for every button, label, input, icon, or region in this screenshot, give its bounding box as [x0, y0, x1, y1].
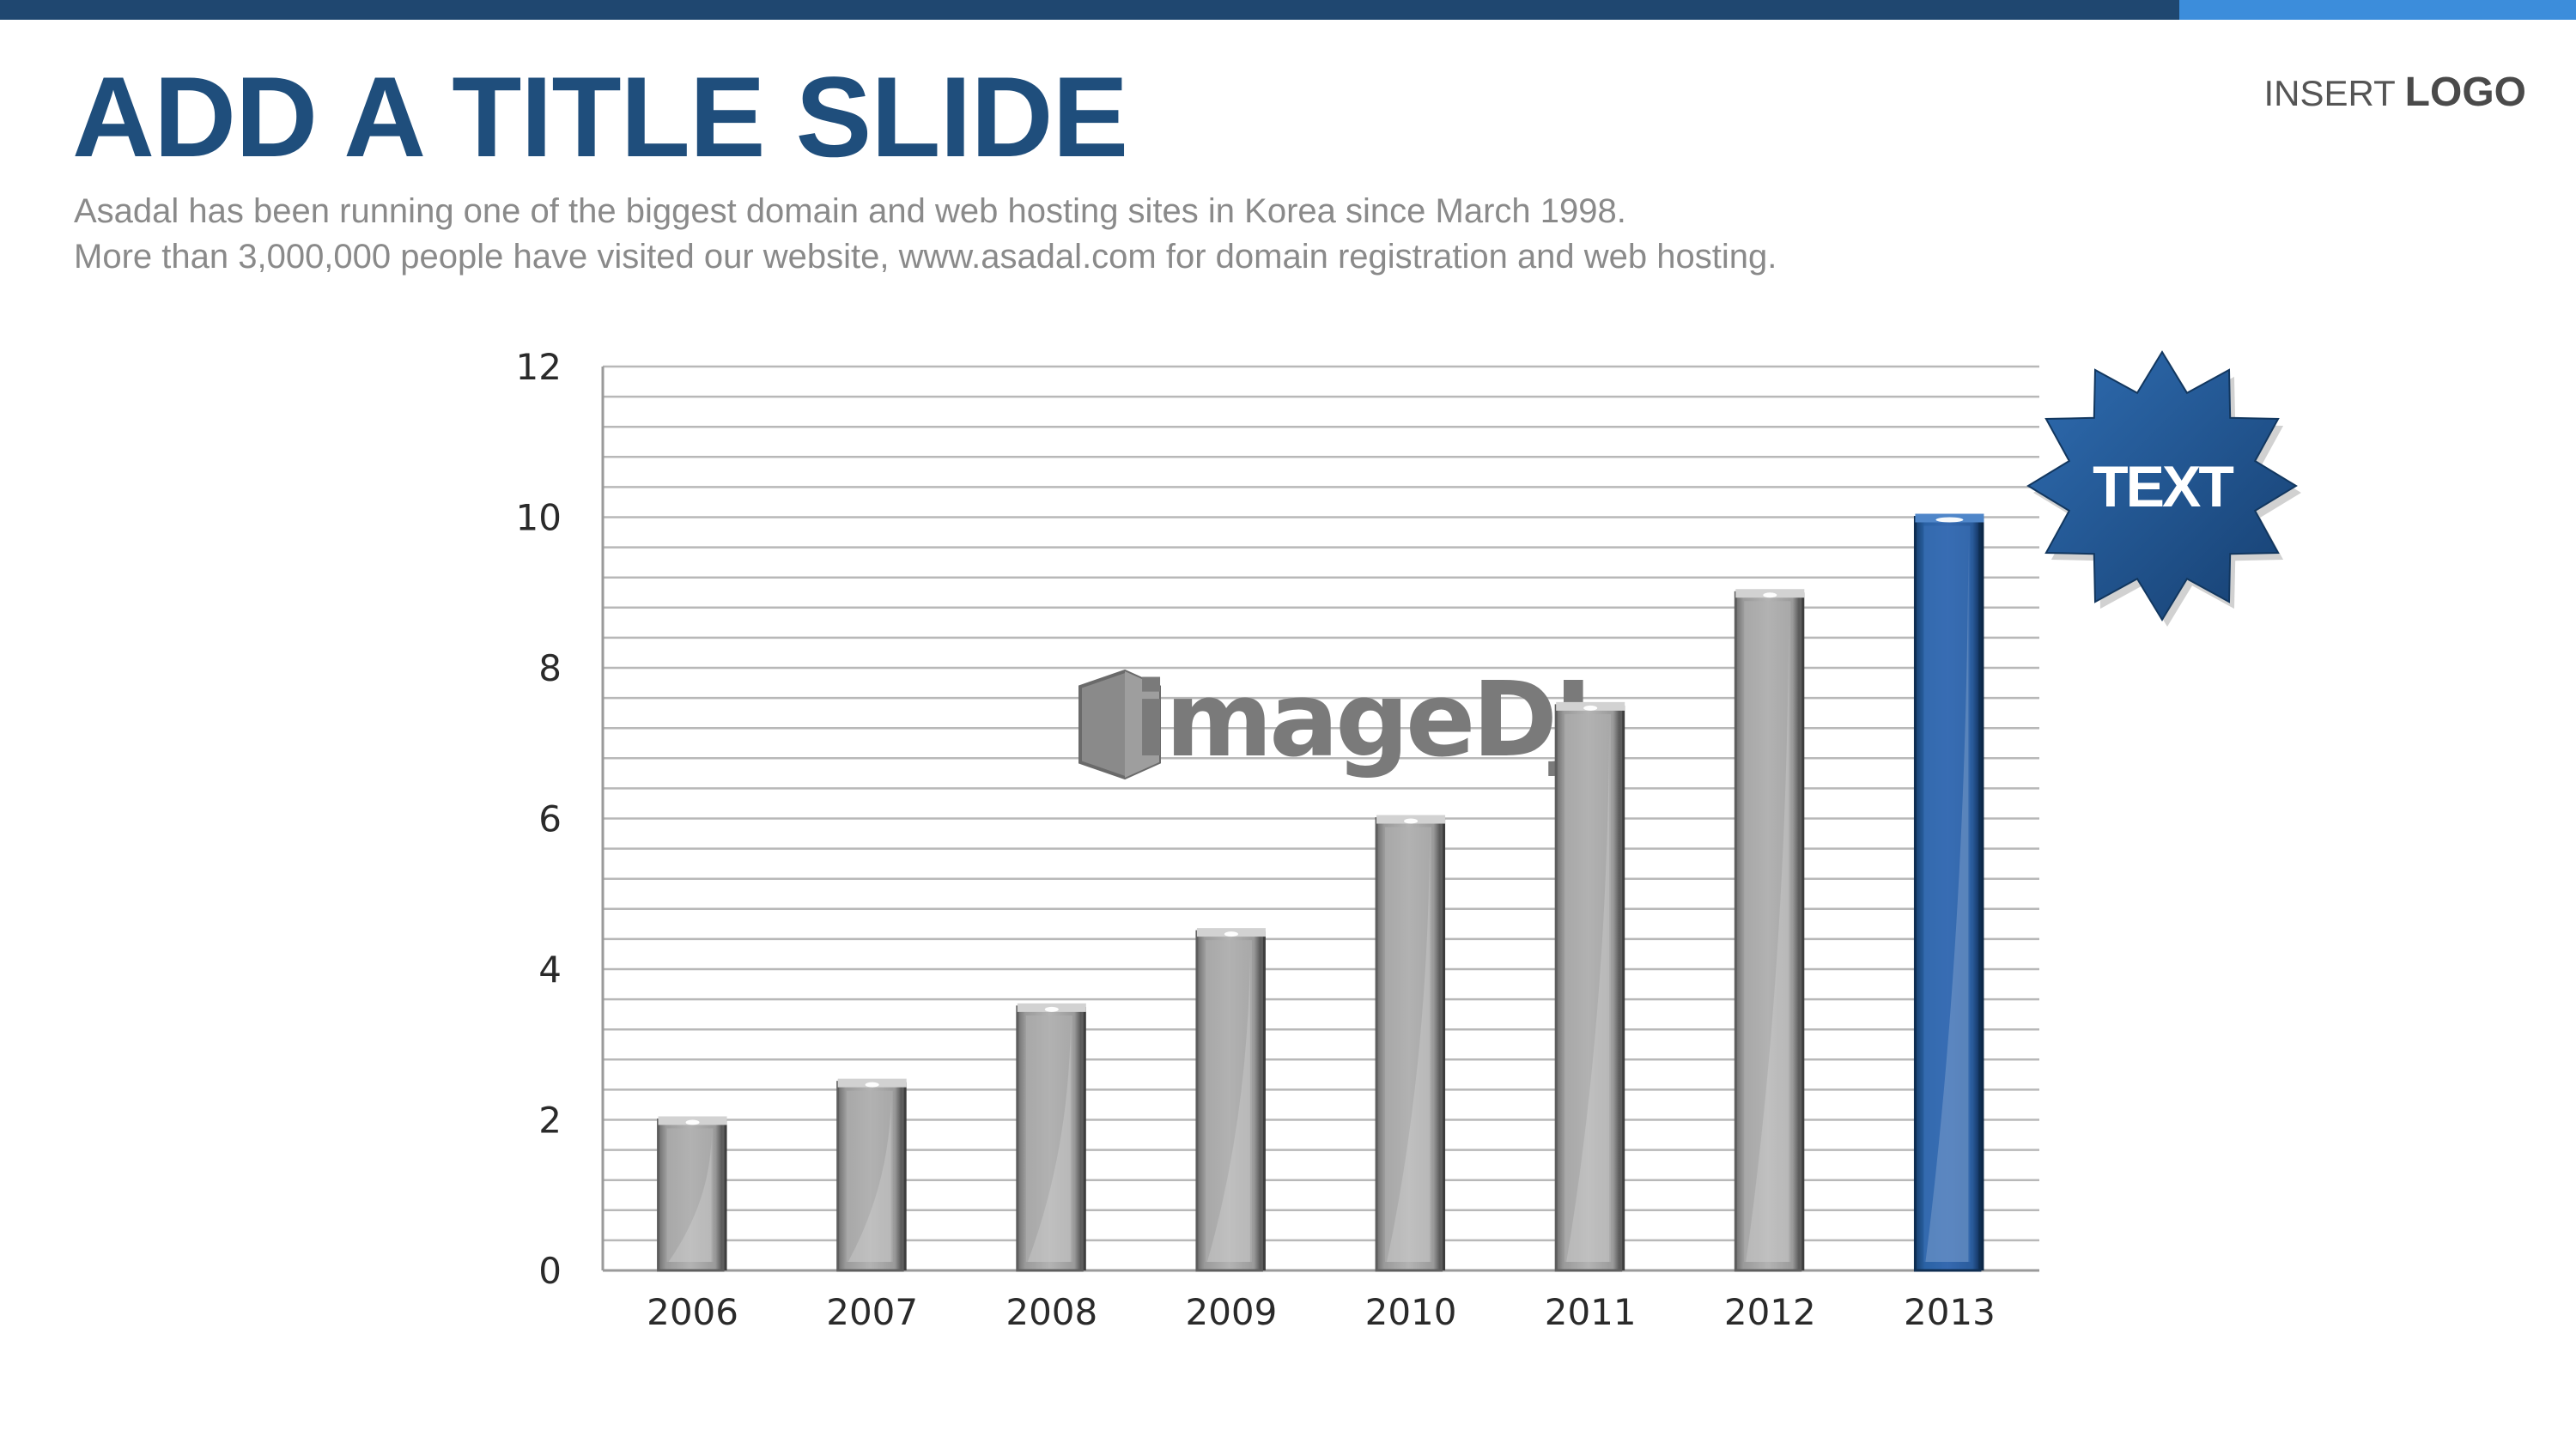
bar-bevel — [846, 1090, 893, 1262]
logo-prefix: INSERT — [2263, 73, 2396, 113]
starburst-badge-shape — [2026, 350, 2298, 621]
bar-gloss — [668, 1137, 712, 1262]
bar-sparkle — [1224, 931, 1238, 937]
x-tick-label: 2011 — [1545, 1291, 1637, 1333]
text-badge[interactable]: TEXT — [2026, 350, 2301, 627]
watermark: imageDJ — [1078, 661, 1593, 780]
y-axis-ticks: 0 2 4 6 8 10 12 — [516, 346, 562, 1292]
bar-gloss — [1387, 835, 1431, 1262]
watermark-text: imageDJ — [1133, 661, 1589, 780]
bar-gloss — [1206, 949, 1250, 1262]
logo-strong: LOGO — [2404, 70, 2526, 115]
y-tick-label: 12 — [516, 346, 562, 388]
bar-bevel — [1205, 940, 1252, 1262]
bar-2009 — [1195, 928, 1266, 1272]
bar-sparkle — [1404, 818, 1419, 824]
subtitle-line: More than 3,000,000 people have visited … — [74, 238, 1777, 276]
y-tick-label: 8 — [538, 647, 562, 689]
y-tick-label: 4 — [538, 949, 562, 991]
bar-2006 — [657, 1116, 727, 1272]
slide-subtitle: Asadal has been running one of the bigge… — [74, 189, 2221, 280]
bar-sparkle — [865, 1082, 879, 1088]
subtitle-line: Asadal has been running one of the bigge… — [74, 192, 1626, 230]
bar-gloss — [848, 1099, 891, 1262]
bar-2008 — [1016, 1003, 1086, 1272]
bar-bevel — [1744, 601, 1791, 1262]
watermark-cube-icon — [1078, 669, 1161, 780]
bar-sparkle — [685, 1119, 700, 1125]
bar-2007 — [836, 1078, 907, 1272]
bar-bevel — [666, 1128, 714, 1262]
slide-title: ADD A TITLE SLIDE — [72, 54, 1128, 181]
y-tick-label: 10 — [516, 497, 562, 539]
bar-2013 — [1913, 513, 1984, 1272]
chart-bars — [657, 513, 1984, 1272]
y-tick-label: 6 — [538, 798, 562, 840]
bar-gloss — [1925, 534, 1969, 1262]
bar-2010 — [1375, 815, 1446, 1272]
bar-sparkle — [1044, 1006, 1059, 1012]
top-bar-light — [2179, 0, 2576, 20]
badge-text: TEXT — [2093, 454, 2233, 519]
top-bar-dark — [0, 0, 2179, 20]
y-tick-label: 0 — [538, 1250, 562, 1292]
bar-gloss — [1027, 1023, 1071, 1262]
bar-bevel — [1923, 525, 1971, 1262]
x-tick-label: 2013 — [1904, 1291, 1996, 1333]
bar-sparkle — [1763, 592, 1777, 598]
x-tick-label: 2012 — [1724, 1291, 1816, 1333]
y-tick-label: 2 — [538, 1100, 562, 1142]
x-tick-label: 2006 — [647, 1291, 738, 1333]
bar-bevel — [1025, 1015, 1072, 1262]
x-tick-label: 2009 — [1185, 1291, 1277, 1333]
bar-sparkle — [1583, 705, 1598, 711]
chart-gridlines — [603, 365, 2039, 1272]
bar-2011 — [1554, 701, 1625, 1272]
x-tick-label: 2008 — [1005, 1291, 1097, 1333]
x-tick-label: 2007 — [826, 1291, 918, 1333]
logo-placeholder[interactable]: INSERT LOGO — [2264, 69, 2527, 116]
bar-2012 — [1734, 589, 1805, 1272]
x-axis-ticks: 2006 2007 2008 2009 2010 2011 2012 2013 — [647, 1291, 1996, 1333]
x-tick-label: 2010 — [1365, 1291, 1457, 1333]
bar-bevel — [1564, 713, 1612, 1262]
bar-bevel — [1385, 827, 1432, 1262]
bar-gloss — [1746, 609, 1789, 1262]
bar-gloss — [1566, 722, 1610, 1262]
bar-sparkle — [1935, 517, 1964, 523]
